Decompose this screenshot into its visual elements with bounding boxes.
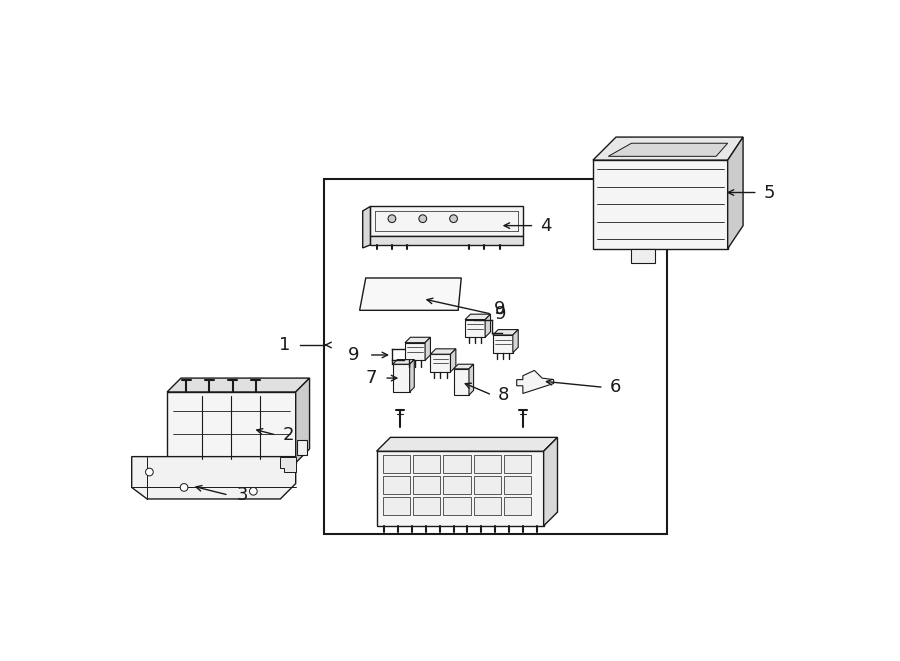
Bar <box>382 476 410 494</box>
Bar <box>473 497 501 515</box>
Bar <box>473 455 501 473</box>
Text: 8: 8 <box>499 386 509 404</box>
Circle shape <box>249 487 257 495</box>
Text: 2: 2 <box>283 426 294 444</box>
Polygon shape <box>363 206 371 248</box>
Polygon shape <box>513 330 518 353</box>
Polygon shape <box>517 370 554 393</box>
Polygon shape <box>371 206 523 235</box>
Polygon shape <box>608 143 728 156</box>
Bar <box>382 497 410 515</box>
Polygon shape <box>371 235 523 245</box>
Bar <box>504 476 531 494</box>
Bar <box>382 455 410 473</box>
Polygon shape <box>593 137 743 160</box>
Bar <box>444 476 471 494</box>
Polygon shape <box>485 314 490 337</box>
Polygon shape <box>544 438 557 526</box>
Bar <box>504 497 531 515</box>
Polygon shape <box>493 330 518 335</box>
Polygon shape <box>493 335 513 353</box>
Circle shape <box>450 215 457 223</box>
Polygon shape <box>454 369 469 395</box>
Polygon shape <box>405 342 425 360</box>
Text: 9: 9 <box>493 300 505 318</box>
Polygon shape <box>430 349 456 354</box>
Polygon shape <box>410 360 414 392</box>
Polygon shape <box>167 378 310 392</box>
Polygon shape <box>360 278 461 310</box>
Text: 3: 3 <box>237 486 248 504</box>
Polygon shape <box>451 349 456 372</box>
Circle shape <box>388 215 396 223</box>
Polygon shape <box>392 360 414 364</box>
Text: 6: 6 <box>610 378 621 397</box>
Bar <box>444 497 471 515</box>
Text: 7: 7 <box>365 369 376 387</box>
Polygon shape <box>465 319 485 337</box>
Polygon shape <box>296 378 310 463</box>
Bar <box>473 476 501 494</box>
Text: 1: 1 <box>279 336 291 354</box>
Polygon shape <box>469 364 473 395</box>
Text: 5: 5 <box>764 184 776 202</box>
Text: 4: 4 <box>541 217 552 235</box>
Polygon shape <box>430 354 451 372</box>
Polygon shape <box>376 451 544 526</box>
Polygon shape <box>167 392 296 463</box>
Bar <box>413 455 440 473</box>
Polygon shape <box>593 160 728 249</box>
Polygon shape <box>454 364 473 369</box>
Polygon shape <box>405 337 430 342</box>
Polygon shape <box>392 364 410 392</box>
Polygon shape <box>425 337 430 360</box>
Text: 9: 9 <box>348 346 360 364</box>
Bar <box>504 455 531 473</box>
Bar <box>413 497 440 515</box>
Text: 9: 9 <box>495 305 507 323</box>
Polygon shape <box>632 249 654 262</box>
Polygon shape <box>465 314 491 319</box>
Bar <box>324 179 667 534</box>
Polygon shape <box>728 137 743 249</box>
Polygon shape <box>297 440 307 455</box>
Bar <box>444 455 471 473</box>
Polygon shape <box>376 438 557 451</box>
Circle shape <box>180 484 188 491</box>
Circle shape <box>418 215 427 223</box>
Polygon shape <box>131 457 296 499</box>
Polygon shape <box>280 457 296 472</box>
Circle shape <box>146 468 153 476</box>
Bar <box>413 476 440 494</box>
